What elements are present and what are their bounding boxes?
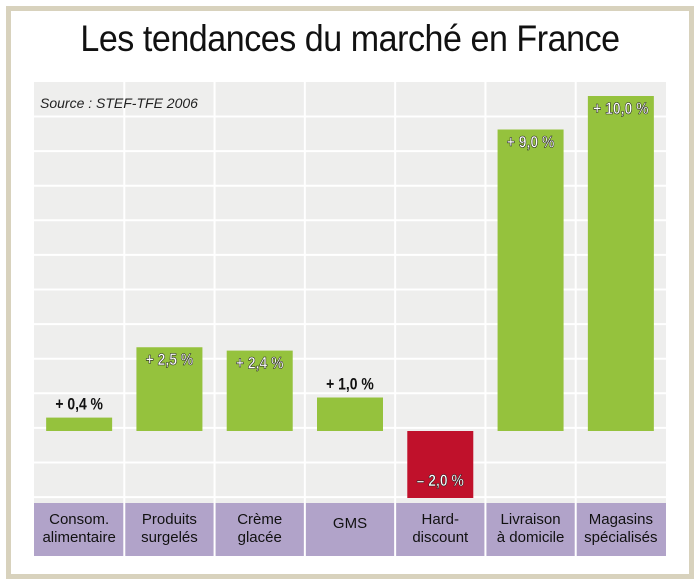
category-label: Livraison <box>501 511 561 528</box>
bar <box>136 347 203 431</box>
data-label: + 10,0 % <box>593 100 649 119</box>
chart-title: Les tendances du marché en France <box>80 18 620 59</box>
data-label: + 9,0 % <box>507 133 555 152</box>
bar <box>226 350 293 431</box>
data-label: + 2,4 % <box>236 354 284 373</box>
bar <box>497 129 564 431</box>
data-label: – 2,0 % <box>417 472 464 491</box>
category-label: GMS <box>333 515 367 532</box>
data-label: + 1,0 % <box>326 375 374 394</box>
bar <box>317 397 383 431</box>
data-label: + 0,4 % <box>55 395 103 414</box>
category-label: surgelés <box>141 529 198 546</box>
bar <box>46 417 113 431</box>
category-label: à domicile <box>497 529 565 546</box>
category-band <box>34 503 666 556</box>
category-label: Crème <box>237 511 282 528</box>
category-label: Magasins <box>589 511 653 528</box>
bar <box>587 96 654 431</box>
bar <box>407 431 474 498</box>
category-label: Produits <box>142 511 197 528</box>
category-label: Consom. <box>49 511 109 528</box>
data-label: + 2,5 % <box>146 351 194 370</box>
plot-background <box>34 82 666 503</box>
category-label: spécialisés <box>584 529 657 546</box>
category-label: Hard- <box>422 511 460 528</box>
source-note: Source : STEF-TFE 2006 <box>40 95 198 111</box>
category-label: glacée <box>238 529 282 546</box>
category-label: alimentaire <box>42 529 115 546</box>
category-label: discount <box>412 529 469 546</box>
